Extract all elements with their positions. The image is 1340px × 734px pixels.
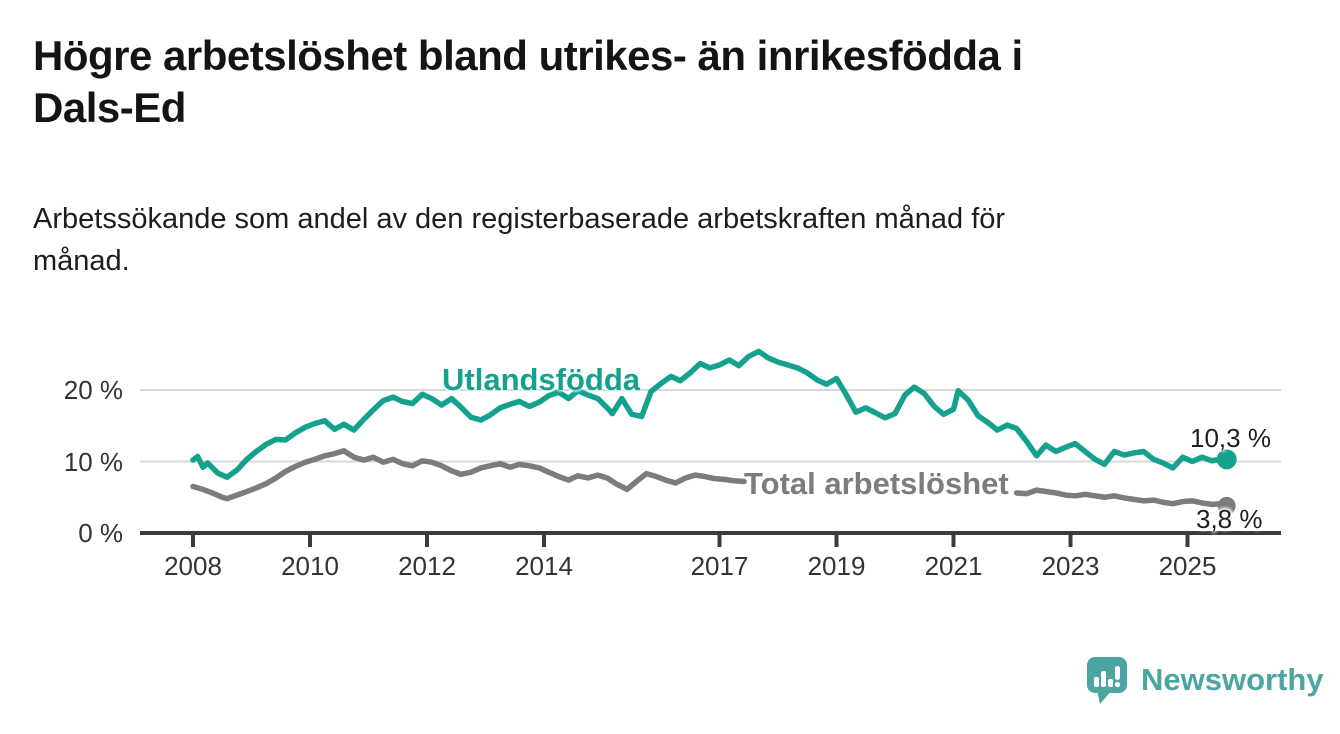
series-line-total-seg2 [1013,487,1230,509]
x-tick-label-2021: 2021 [924,551,983,581]
x-tick-label-2019: 2019 [807,551,866,581]
y-tick-label-10: 10 % [63,446,123,477]
subtitle-line-1: Arbetssökande som andel av den registerb… [33,203,1006,235]
end-dot-total [1217,496,1236,515]
x-tick-label-2010: 2010 [281,551,339,581]
logo-wordmark: Newsworthy [1141,662,1324,697]
series-label-utlandsfodda: Utlandsfödda [442,362,641,397]
series-label-total: Total arbetslöshet [744,466,1009,501]
series-line-utlandsfodda [190,348,1230,480]
title-line-1: Högre arbetslöshet bland utrikes- än inr… [33,32,1023,79]
end-value-utlandsfodda: 10,3 % [1190,423,1271,453]
x-tick-label-2025: 2025 [1158,551,1217,581]
x-tick-label-2012: 2012 [398,551,456,581]
y-tick-label-0: 0 % [78,518,123,548]
y-tick-label-20: 20 % [63,375,123,405]
page-title: Högre arbetslöshet bland utrikes- än inr… [33,30,1313,134]
x-tick-label-2017: 2017 [690,551,749,581]
x-tick-label-2023: 2023 [1041,551,1100,581]
end-value-total: 3,8 % [1196,504,1263,534]
end-dot-utlandsfodda [1216,449,1237,470]
series-line-total-seg1 [190,448,747,502]
bar-chart-speech-bubble-icon [1087,657,1127,704]
newsworthy-logo: Newsworthy [1086,656,1324,704]
x-tick-label-2014: 2014 [515,551,573,581]
chart-subtitle: Arbetssökande som andel av den registerb… [33,198,1193,282]
x-tick-label-2008: 2008 [164,551,222,581]
subtitle-line-2: månad. [33,245,130,277]
title-line-2: Dals-Ed [33,84,186,131]
